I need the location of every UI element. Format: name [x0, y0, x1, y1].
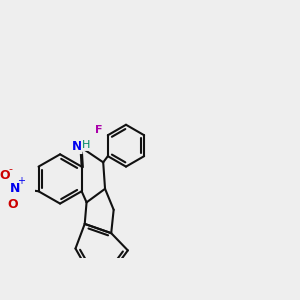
Text: -: -	[8, 164, 12, 174]
Text: N: N	[71, 140, 82, 153]
Text: H: H	[82, 140, 90, 150]
Text: N: N	[10, 182, 21, 195]
Text: F: F	[95, 125, 103, 135]
Text: +: +	[17, 176, 25, 186]
Text: O: O	[8, 198, 18, 211]
Text: O: O	[0, 169, 10, 182]
